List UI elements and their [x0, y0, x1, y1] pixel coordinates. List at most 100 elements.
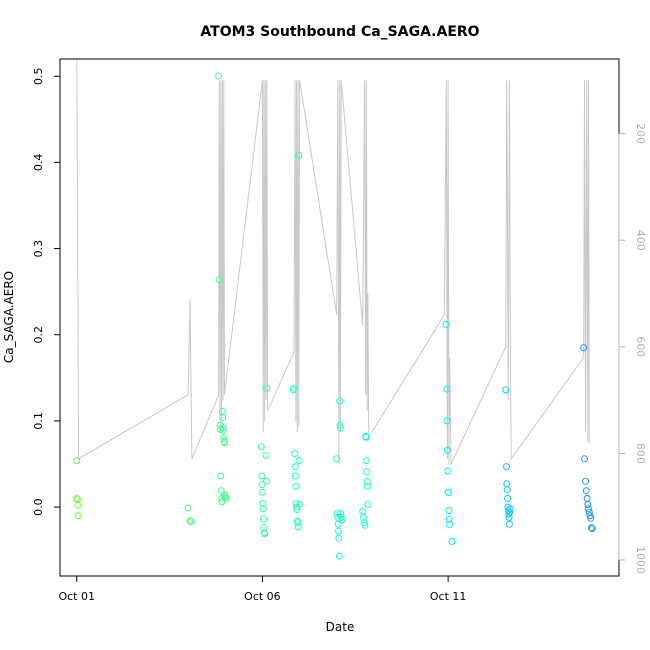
data-point	[584, 501, 592, 508]
data-point	[263, 477, 270, 485]
data-point	[445, 515, 453, 523]
data-point	[258, 472, 266, 480]
data-point	[257, 443, 265, 451]
data-point	[334, 520, 342, 528]
data-point	[260, 515, 267, 523]
data-point	[294, 523, 302, 531]
data-point	[581, 455, 588, 463]
data-point	[502, 386, 510, 394]
data-point	[362, 457, 370, 464]
y-axis: 0.0 0.1 0.2 0.3 0.4 0.5	[32, 67, 60, 516]
data-point	[506, 505, 514, 513]
data-point	[364, 501, 372, 508]
data-point	[360, 513, 367, 521]
data-point	[580, 344, 588, 352]
data-point	[443, 385, 451, 393]
data-point	[362, 433, 370, 441]
data-point	[215, 276, 223, 284]
data-point	[219, 424, 227, 432]
data-point	[291, 450, 299, 458]
right-tick-label: 400	[634, 230, 647, 251]
right-tick-label: 800	[634, 443, 647, 464]
data-point	[334, 509, 341, 517]
data-point	[74, 512, 82, 520]
data-point	[585, 505, 592, 513]
data-point	[445, 488, 452, 496]
data-point	[292, 472, 299, 480]
data-point	[364, 482, 371, 490]
data-point	[296, 501, 304, 508]
data-point	[259, 500, 267, 508]
data-point	[294, 519, 302, 527]
data-point	[217, 472, 225, 480]
y-tick-label: 0.0	[32, 498, 45, 515]
data-point	[220, 434, 228, 442]
data-point	[336, 421, 344, 429]
data-point	[74, 501, 82, 509]
data-point	[443, 417, 451, 425]
data-point	[262, 451, 270, 459]
chart-title: ATOM3 Southbound Ca_SAGA.AERO	[200, 24, 479, 40]
data-point	[503, 463, 510, 471]
x-axis-label: Date	[326, 620, 355, 634]
data-point	[184, 504, 192, 512]
y-tick-label: 0.3	[32, 240, 45, 257]
data-point	[73, 494, 81, 502]
data-point	[335, 552, 343, 560]
y-tick-label: 0.4	[32, 154, 45, 172]
data-point	[335, 534, 343, 542]
data-point	[258, 488, 266, 496]
altitude-series	[76, 59, 590, 465]
data-point	[295, 152, 303, 159]
data-point	[292, 482, 300, 490]
right-tick-label: 200	[634, 123, 647, 144]
data-point	[338, 516, 346, 524]
data-point	[504, 494, 512, 502]
data-point	[582, 477, 590, 485]
data-point	[359, 507, 367, 515]
x-tick-label: Oct 01	[58, 590, 95, 603]
y-tick-label: 0.2	[32, 326, 45, 344]
data-point	[336, 397, 344, 405]
data-point	[263, 384, 271, 392]
data-point	[363, 477, 371, 485]
data-point	[222, 494, 230, 502]
y-axis-label: Ca_SAGA.AERO	[2, 271, 16, 363]
data-point	[333, 455, 341, 463]
data-point	[187, 518, 195, 526]
data-point	[503, 486, 511, 494]
data-point	[363, 468, 371, 476]
data-point	[583, 494, 591, 502]
x-tick-label: Oct 06	[244, 590, 281, 603]
data-point	[361, 521, 369, 529]
data-point	[506, 508, 514, 516]
data-point	[505, 513, 513, 521]
data-point	[258, 481, 266, 489]
data-point	[259, 505, 267, 513]
x-tick-label: Oct 11	[430, 590, 467, 603]
data-point	[335, 527, 343, 535]
data-point	[221, 438, 228, 446]
data-point	[588, 524, 595, 532]
right-axis: 200 400 600 800 1000	[618, 123, 647, 574]
data-point	[444, 467, 452, 475]
right-tick-label: 1000	[634, 546, 647, 574]
data-point	[504, 507, 512, 514]
data-point	[291, 463, 299, 471]
data-point	[186, 517, 194, 525]
data-point	[290, 384, 298, 392]
data-point	[73, 457, 81, 464]
y-tick-label: 0.1	[32, 412, 45, 430]
data-point	[219, 426, 227, 434]
x-axis: Oct 01 Oct 06 Oct 11	[58, 576, 466, 603]
data-point	[218, 498, 226, 506]
data-point	[505, 520, 513, 528]
data-point	[446, 520, 454, 528]
data-point	[336, 424, 344, 432]
data-point	[587, 514, 595, 522]
data-point	[295, 457, 303, 464]
data-point	[217, 487, 225, 495]
data-point	[448, 538, 456, 545]
data-point	[261, 530, 269, 538]
